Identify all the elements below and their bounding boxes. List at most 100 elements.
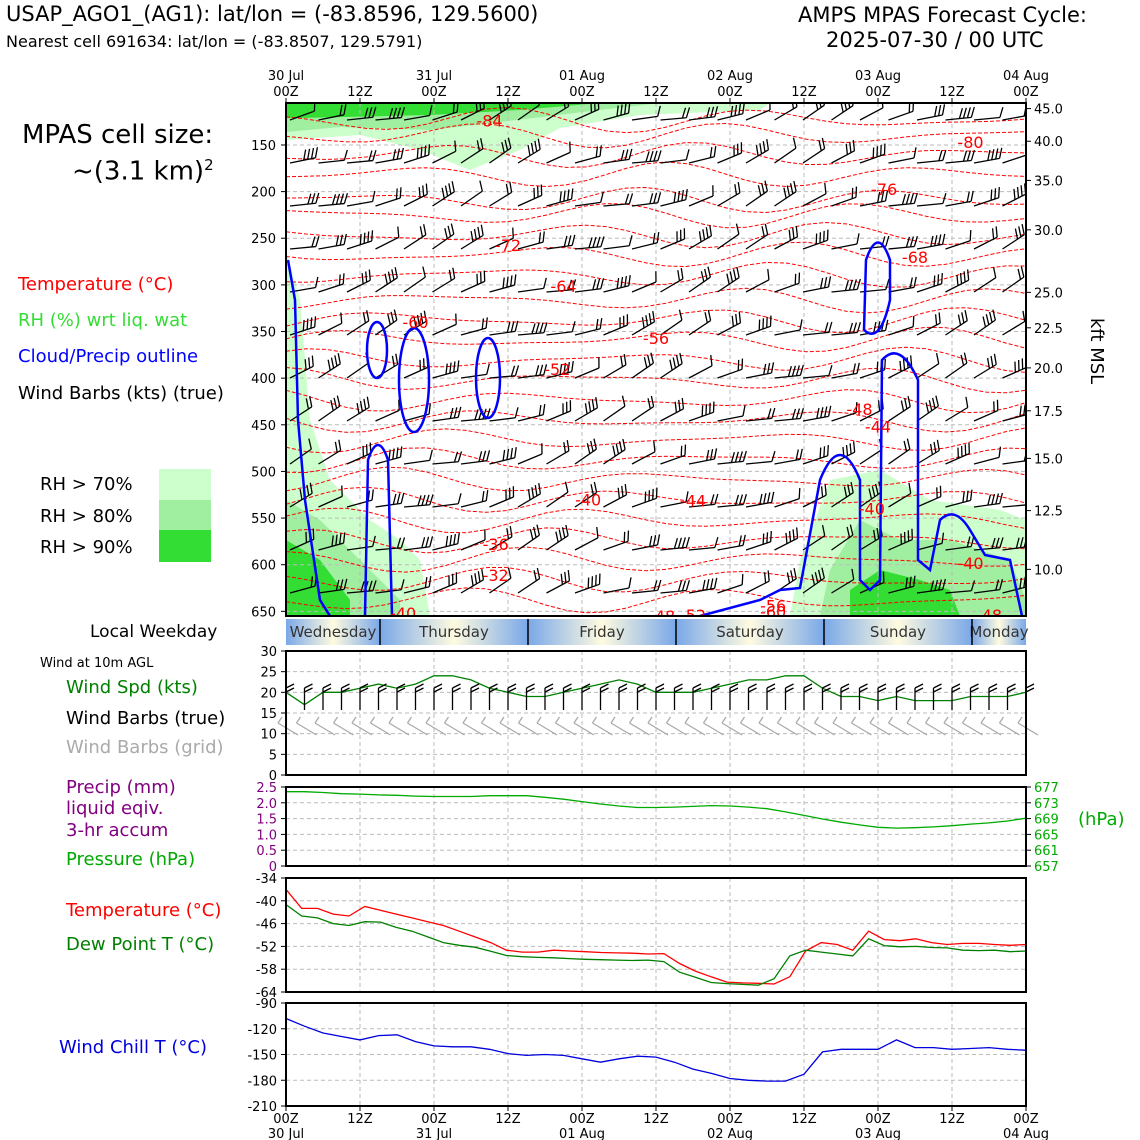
wind-barb: [888, 438, 911, 465]
wind-barb-feather: [444, 185, 449, 197]
pressure-tick-label: 300: [251, 279, 276, 294]
temperature-contour: [286, 367, 1026, 394]
wind-barb-feather: [484, 529, 486, 541]
wind-barb-feather: [880, 191, 885, 202]
wind-barb-feather: [470, 230, 474, 242]
wind-barb-feather: [423, 224, 427, 235]
surface-wind-barb-feather: [470, 683, 480, 689]
wind-barb-staff: [460, 373, 487, 379]
rh90-label: RH > 90%: [40, 537, 133, 558]
wind-barb-feather: [991, 493, 996, 505]
grid-wind-barb: [573, 716, 595, 736]
wind-barb-feather: [481, 569, 485, 580]
wind-barb-feather: [824, 322, 829, 333]
panel-y-tick-label: -150: [247, 1049, 277, 1064]
wind-barb-feather: [359, 400, 363, 412]
wind-barb-feather: [571, 321, 576, 332]
wind-barb-staff: [802, 455, 828, 465]
wind-barb-staff: [460, 539, 486, 551]
surface-wind-barb: [858, 683, 868, 710]
wind-barb-staff: [888, 585, 914, 594]
wind-barb: [973, 226, 998, 250]
surface-wind-barb: [599, 683, 609, 710]
wind-barb-feather: [818, 103, 822, 108]
grid-wind-barb-staff: [795, 722, 817, 736]
cloud-outline-left-edge: [286, 259, 332, 616]
wind-barb: [603, 314, 629, 336]
surface-wind-barb-feather: [840, 683, 850, 689]
wind-barb-feather: [363, 232, 366, 244]
wind-barb-feather: [799, 407, 805, 419]
wind-barb-staff: [945, 200, 972, 207]
wind-barb-feather: [305, 531, 308, 543]
surface-wind-barb: [969, 683, 979, 710]
wind-barb-staff: [289, 157, 316, 164]
wind-barb-feather: [1021, 224, 1025, 235]
grid-wind-barb-staff: [536, 722, 558, 736]
wind-barb-staff: [432, 277, 455, 293]
grid-wind-barb: [517, 716, 539, 736]
wind-barb-staff: [916, 322, 941, 336]
wind-barb-feather: [335, 534, 338, 546]
wind-barb-staff: [973, 319, 996, 336]
wind-barb-feather: [305, 398, 310, 410]
wind-barb-feather: [1027, 450, 1032, 460]
wind-barb: [375, 147, 404, 164]
wind-barb-feather: [742, 103, 745, 114]
wind-barb-staff: [318, 202, 345, 207]
wind-barb-feather: [396, 107, 402, 119]
grid-wind-barb: [961, 716, 983, 736]
temperature-contour: [286, 389, 1026, 414]
wind-barb: [375, 579, 405, 594]
surface-wind-barb-feather: [285, 687, 295, 693]
temperature-label: Temperature (°C): [66, 900, 222, 921]
top-hour-label: 12Z: [495, 85, 521, 100]
wind-barb-staff: [631, 589, 658, 594]
wind-barb-feather: [767, 492, 771, 504]
wind-barb-feather: [599, 318, 603, 329]
wind-barb-staff: [318, 542, 344, 551]
kft-tick-label: 22.5: [1034, 322, 1063, 337]
wind-barb-feather: [395, 353, 399, 365]
wind-barb-staff: [603, 112, 629, 121]
wind-barb: [460, 363, 490, 379]
wind-barb: [888, 355, 913, 379]
pressure-tick-label: 250: [251, 232, 276, 247]
wind-barb: [973, 446, 1002, 465]
wind-barb-feather: [1017, 268, 1022, 280]
wind-barb-staff: [603, 158, 630, 164]
grid-wind-barb-staff: [647, 722, 669, 736]
wind-barb-staff: [489, 330, 516, 336]
wind-barb-feather: [995, 579, 1000, 591]
wind-barb-feather: [567, 235, 572, 247]
wind-barb-feather: [988, 311, 993, 323]
wind-barb: [717, 534, 746, 551]
wind-barb-feather: [913, 147, 917, 159]
wind-barb-feather: [479, 180, 483, 192]
wind-barb-staff: [660, 408, 684, 422]
wind-barb: [802, 321, 833, 336]
wind-barb: [546, 524, 569, 551]
surface-wind-barb: [673, 683, 683, 710]
wind-barb-feather: [824, 182, 827, 194]
wind-barb-feather: [336, 395, 341, 407]
wind-barb-feather: [501, 142, 505, 153]
wind-barb: [546, 141, 571, 164]
wind-barb-staff: [574, 328, 601, 336]
wind-barb-feather: [763, 493, 767, 504]
wind-barb-feather: [400, 107, 406, 118]
wind-barb-feather: [339, 579, 344, 591]
wind-barb: [546, 188, 574, 207]
wind-barb: [831, 524, 854, 551]
wind-barb-feather: [396, 447, 399, 459]
temperature-contour-label: -56: [760, 597, 786, 616]
wind-barb-feather: [644, 491, 647, 503]
wind-barb-feather: [995, 537, 1000, 549]
wind-barb: [460, 180, 483, 207]
grid-wind-barb: [721, 716, 743, 736]
wind-barb-staff: [489, 237, 514, 250]
temperature-contour: [286, 546, 1026, 573]
kft-tick-label: 40.0: [1034, 135, 1063, 150]
wind-barb-feather: [991, 149, 995, 160]
wind-barb-feather: [598, 573, 601, 585]
